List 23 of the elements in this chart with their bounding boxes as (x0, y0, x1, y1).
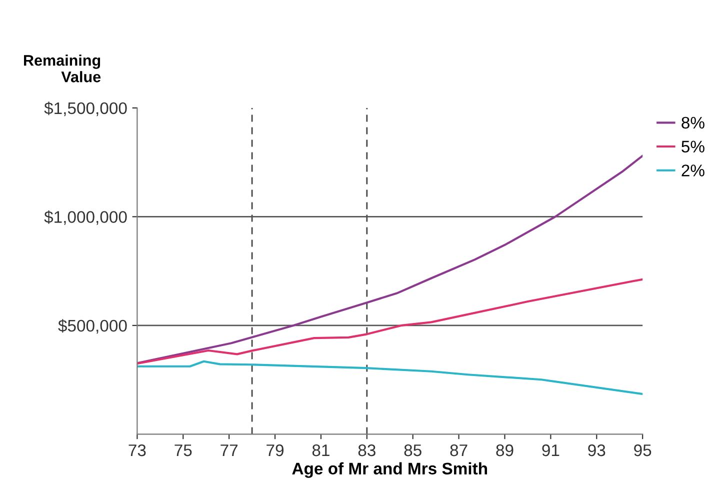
x-tick-label: 81 (312, 444, 330, 456)
legend-label: 2% (682, 164, 704, 176)
line-series (137, 154, 643, 364)
x-tick-label: 89 (496, 444, 514, 456)
legend-label: 5% (682, 140, 704, 153)
y-tick-label: $1,000,000 (44, 210, 127, 225)
x-tick-label: 79 (266, 444, 284, 456)
x-tick-label: 73 (128, 444, 146, 456)
x-tick-label: 85 (404, 444, 422, 456)
x-tick-label: 91 (542, 444, 560, 456)
line-series (137, 278, 643, 365)
x-tick-label: 95 (634, 444, 652, 456)
legend-label: 8% (682, 116, 704, 129)
x-axis-title: Age of Mr and Mrs Smith (292, 462, 488, 478)
x-tick-label: 87 (450, 444, 468, 456)
x-tick-label: 77 (220, 444, 238, 456)
y-axis-title: Remaining Value (24, 54, 101, 82)
y-tick-label: $500,000 (58, 319, 127, 334)
x-tick-label: 75 (174, 444, 192, 456)
line-series (137, 360, 643, 396)
y-tick-label: $1,500,000 (44, 102, 127, 116)
x-tick-label: 83 (358, 444, 376, 456)
x-tick-label: 93 (588, 444, 606, 456)
